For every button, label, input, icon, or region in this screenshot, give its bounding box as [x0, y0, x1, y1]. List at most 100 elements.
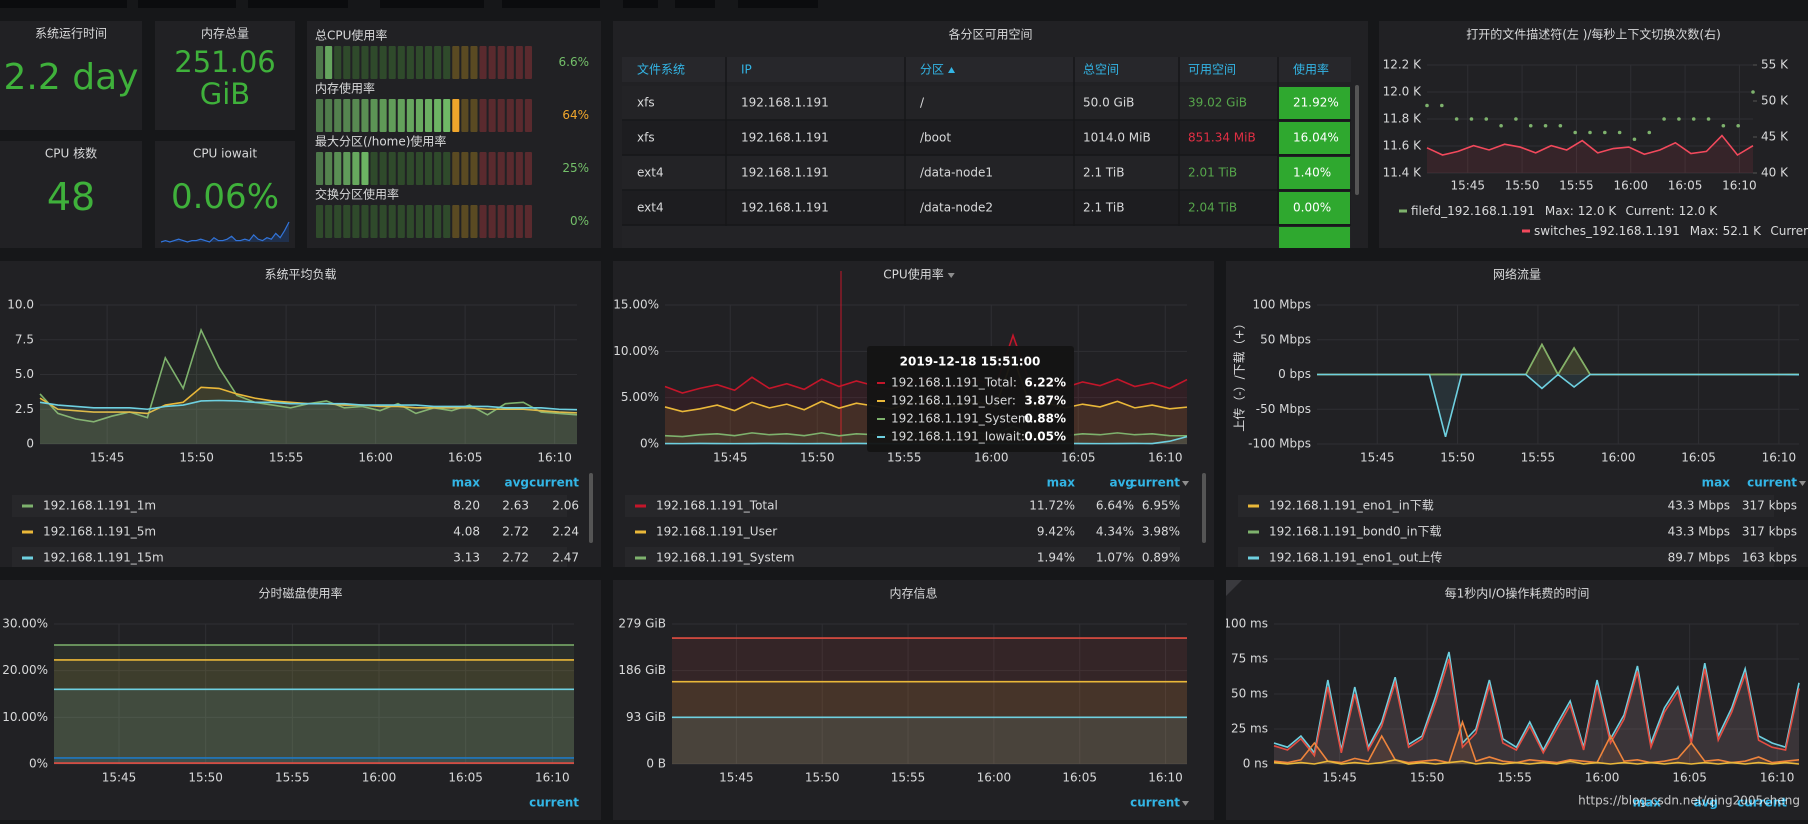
- legend-header: max: [1633, 796, 1662, 810]
- gauge-segment: [461, 205, 469, 238]
- gauge-segment-lit: [370, 99, 378, 132]
- table-cell: ext4: [637, 166, 664, 180]
- legend-name: 192.168.1.191_System: [656, 551, 795, 565]
- graph-panel: 内存信息 0 B 93 GiB 186 GiB 279 GiB 15:45 15:50 15:…: [613, 580, 1214, 820]
- gauge-segment: [497, 99, 505, 132]
- x-tick-label: 16:00: [362, 771, 397, 785]
- gauge-segment: [497, 152, 505, 185]
- panel-title: 各分区可用空间: [948, 27, 1032, 42]
- gauge-segment-lit: [352, 99, 360, 132]
- gauge-segment: [415, 152, 423, 185]
- legend-stat: 2.47: [552, 551, 579, 565]
- gauge-segment: [361, 205, 369, 238]
- table-cell: 192.168.1.191: [741, 96, 829, 110]
- legend-text: 52.1 K: [1723, 224, 1763, 238]
- y-tick-label: 30.00%: [2, 617, 48, 631]
- panel-bg: [155, 141, 295, 248]
- x-tick-label: 15:50: [188, 771, 223, 785]
- nav-block: [502, 0, 600, 8]
- y-tick-label: 186 GiB: [618, 663, 666, 677]
- nav-block: [623, 0, 658, 8]
- legend-entry: switches_192.168.1.191 Max: 52.1 K Current:…: [1534, 224, 1808, 238]
- tooltip-value: 3.87%: [1024, 394, 1066, 408]
- graph-panel: CPU使用率 0% 5.00% 10.00% 15.00% 15:45 15:50 15:55…: [613, 261, 1214, 567]
- x-tick-label: 15:55: [275, 771, 310, 785]
- y-tick-label: 10.00%: [2, 710, 48, 724]
- dropdown-arrow: [947, 273, 955, 278]
- y2-tick-label: 45 K: [1761, 130, 1789, 144]
- legend-swatch: [22, 530, 33, 534]
- legend-stat: 2.63: [502, 499, 529, 513]
- series-area: [40, 387, 577, 444]
- scrollbar: [589, 473, 593, 543]
- gauge-segment: [388, 152, 396, 185]
- y-tick-label: 11.4 K: [1383, 166, 1423, 180]
- stat-value: 48: [46, 174, 96, 219]
- legend-row-bg: [625, 495, 1180, 517]
- table-cell: /data-node2: [920, 201, 993, 215]
- gauge-segment: [470, 152, 478, 185]
- legend-stat: 89.7 Mbps: [1668, 551, 1730, 565]
- panel-bg: [0, 141, 142, 248]
- sparkline: [160, 221, 290, 243]
- table-row-bg: [622, 156, 1351, 190]
- gauge-segment: [388, 205, 396, 238]
- legend-text: Current:: [1626, 204, 1675, 218]
- gauge-label: 内存使用率: [315, 81, 375, 96]
- x-tick-label: 15:45: [102, 771, 137, 785]
- data-point: [1751, 90, 1755, 94]
- panel-bg: [0, 21, 142, 130]
- data-point: [1499, 123, 1503, 128]
- legend-row-bg: [12, 495, 567, 517]
- x-tick-label: 16:05: [448, 451, 483, 465]
- x-tick-label: 15:55: [1497, 771, 1532, 785]
- graph-panel: 网络流量 -100 Mbps -50 Mbps 0 bps 50 Mbps 100 Mbp…: [1226, 261, 1808, 567]
- legend-stat: 4.34%: [1096, 525, 1134, 539]
- series-area: [672, 717, 1187, 764]
- x-tick-label: 15:50: [179, 451, 214, 465]
- gauge-segment-lit: [452, 99, 460, 132]
- gauge-segment: [497, 205, 505, 238]
- gauge-segment-lit: [415, 99, 423, 132]
- y-tick-label: 0%: [640, 437, 659, 451]
- gauge-segment: [388, 46, 396, 79]
- gauge-segment: [316, 205, 324, 238]
- gauge-segment: [452, 46, 460, 79]
- legend-text: filefd_192.168.1.191: [1411, 204, 1535, 218]
- legend-entry: filefd_192.168.1.191 Max: 12.0 K Current: 12…: [1411, 204, 1718, 218]
- x-tick-label: 16:00: [1585, 771, 1620, 785]
- table-cell: ext4: [637, 201, 664, 215]
- panel-title: 每1秒内I/O操作耗费的时间: [1445, 586, 1590, 601]
- gauge-segment-lit: [316, 46, 324, 79]
- data-point: [1469, 117, 1474, 121]
- sparkline-area: [161, 222, 289, 242]
- y-tick-label: 0 ns: [1243, 757, 1268, 771]
- gauge-segment: [479, 46, 487, 79]
- partial-row-bg: [622, 226, 1351, 248]
- gauge-segment: [352, 46, 360, 79]
- series-line: [1317, 373, 1800, 438]
- legend-header: current: [1130, 476, 1180, 490]
- gauge-segment-lit: [361, 152, 369, 185]
- gauge-segment: [434, 152, 442, 185]
- x-tick-label: 15:55: [269, 451, 304, 465]
- tooltip-swatch: [877, 382, 885, 384]
- y-tick-label: 0%: [29, 757, 48, 771]
- dropdown-arrow: [1799, 481, 1806, 486]
- graph-panel: 每1秒内I/O操作耗费的时间 0 ns 25 ms 50 ms 75 ms 100 ms 1…: [1226, 580, 1808, 820]
- legend-stat: 1.94%: [1037, 551, 1075, 565]
- y-tick-label: 25 ms: [1231, 722, 1268, 736]
- nav-block: [248, 0, 348, 8]
- x-tick-label: 16:10: [1722, 179, 1757, 193]
- gauge-segment: [461, 99, 469, 132]
- legend-stat: 9.42%: [1037, 525, 1075, 539]
- gauge-segment-lit: [325, 46, 333, 79]
- data-point: [1721, 123, 1726, 128]
- legend-swatch: [1248, 556, 1259, 560]
- gauge-segment: [370, 46, 378, 79]
- table-cell: 192.168.1.191: [741, 201, 829, 215]
- panel-title: 内存信息: [889, 586, 937, 601]
- legend-stat: 317 kbps: [1742, 525, 1797, 539]
- column-header: 可用空间: [1188, 63, 1236, 77]
